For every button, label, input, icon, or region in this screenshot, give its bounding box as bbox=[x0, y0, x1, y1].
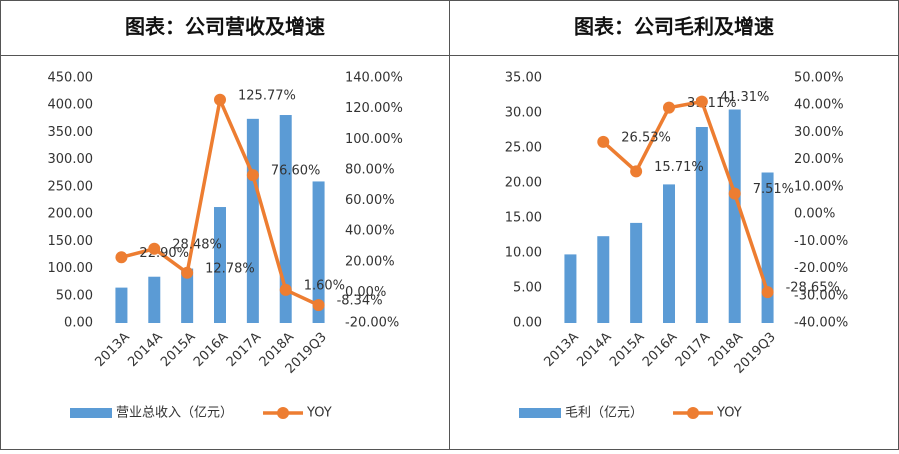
marker bbox=[279, 283, 292, 296]
bar bbox=[663, 184, 675, 323]
y2-tick-label: 50.00% bbox=[794, 71, 844, 86]
y2-tick-label: 140.00% bbox=[345, 71, 403, 86]
marker bbox=[246, 169, 259, 182]
x-tick-label: 2016A bbox=[191, 330, 231, 370]
bar bbox=[214, 207, 226, 323]
data-label: -8.34% bbox=[337, 294, 383, 309]
data-label: 76.60% bbox=[271, 164, 321, 179]
y-tick-label: 300.00 bbox=[48, 152, 94, 167]
x-tick-label: 2014A bbox=[125, 330, 165, 370]
bar bbox=[597, 236, 610, 323]
y-tick-label: 50.00 bbox=[56, 288, 93, 303]
y-tick-label: 400.00 bbox=[48, 98, 94, 113]
y-tick-label: 450.00 bbox=[48, 71, 94, 86]
legend-swatch bbox=[519, 408, 561, 418]
bar bbox=[181, 268, 194, 323]
y2-tick-label: 0.00% bbox=[794, 207, 835, 222]
y-tick-label: 0.00 bbox=[64, 316, 93, 331]
legend-swatch bbox=[277, 407, 290, 419]
bar bbox=[115, 287, 128, 323]
marker bbox=[728, 187, 741, 200]
legend-label: YOY bbox=[306, 406, 332, 421]
x-tick-label: 2015A bbox=[158, 330, 198, 370]
y2-tick-label: 10.00% bbox=[794, 179, 844, 194]
marker bbox=[148, 242, 161, 255]
y-tick-label: 35.00 bbox=[505, 71, 542, 86]
bar bbox=[728, 109, 741, 323]
y2-tick-label: 40.00% bbox=[794, 98, 844, 113]
chart-title: 图表：公司营收及增速 bbox=[125, 15, 325, 39]
y2-tick-label: 0.00% bbox=[345, 285, 386, 300]
marker bbox=[214, 93, 226, 106]
marker bbox=[597, 135, 610, 148]
y-tick-label: 20.00 bbox=[505, 176, 542, 191]
y-tick-label: 350.00 bbox=[48, 125, 94, 140]
y2-tick-label: 30.00% bbox=[794, 125, 844, 140]
y-tick-label: 25.00 bbox=[505, 141, 542, 156]
x-tick-label: 2015A bbox=[607, 330, 647, 370]
y-tick-label: 150.00 bbox=[48, 234, 94, 249]
y-tick-label: 15.00 bbox=[505, 211, 542, 226]
y2-tick-label: -10.00% bbox=[794, 234, 848, 249]
marker bbox=[312, 299, 325, 312]
bar bbox=[695, 127, 708, 323]
y2-tick-label: 120.00% bbox=[345, 101, 403, 116]
y-tick-label: 250.00 bbox=[48, 179, 94, 194]
data-label: 125.77% bbox=[238, 88, 296, 103]
y2-tick-label: -20.00% bbox=[794, 261, 848, 276]
data-label: -28.65% bbox=[786, 281, 840, 296]
data-label: 12.78% bbox=[205, 261, 255, 276]
legend-label: 营业总收入（亿元） bbox=[116, 406, 233, 421]
data-label: 26.53% bbox=[621, 130, 671, 145]
y2-tick-label: 60.00% bbox=[345, 193, 395, 208]
bar bbox=[564, 254, 577, 323]
x-tick-label: 2017A bbox=[673, 330, 713, 370]
legend-label: YOY bbox=[716, 406, 742, 421]
y2-tick-label: -30.00% bbox=[794, 288, 848, 303]
y-tick-label: 200.00 bbox=[48, 207, 94, 222]
x-tick-label: 2013A bbox=[541, 330, 581, 370]
marker bbox=[115, 251, 128, 264]
data-label: 7.51% bbox=[753, 182, 794, 197]
y-tick-label: 0.00 bbox=[513, 316, 542, 331]
y2-tick-label: 20.00% bbox=[345, 254, 395, 269]
bar bbox=[279, 115, 292, 324]
y2-tick-label: -40.00% bbox=[794, 316, 848, 331]
data-label: 41.31% bbox=[720, 90, 770, 105]
marker bbox=[761, 286, 774, 299]
y-tick-label: 10.00 bbox=[505, 246, 542, 261]
legend-label: 毛利（亿元） bbox=[565, 406, 643, 421]
y2-tick-label: 80.00% bbox=[345, 162, 395, 177]
marker bbox=[663, 101, 675, 114]
x-tick-label: 2016A bbox=[640, 330, 680, 370]
data-label: 28.48% bbox=[172, 237, 222, 252]
bar bbox=[148, 276, 161, 323]
y-tick-label: 30.00 bbox=[505, 106, 542, 121]
x-tick-label: 2017A bbox=[224, 330, 264, 370]
y2-tick-label: 100.00% bbox=[345, 132, 403, 147]
line bbox=[602, 99, 770, 293]
bar bbox=[246, 118, 259, 323]
data-label: 15.71% bbox=[654, 160, 704, 175]
x-tick-label: 2014A bbox=[574, 330, 614, 370]
chart-title: 图表：公司毛利及增速 bbox=[574, 15, 774, 39]
x-tick-label: 2013A bbox=[92, 330, 132, 370]
y2-tick-label: -20.00% bbox=[345, 316, 399, 331]
legend-swatch bbox=[687, 407, 700, 419]
y2-tick-label: 20.00% bbox=[794, 152, 844, 167]
legend-swatch bbox=[70, 408, 112, 418]
y2-tick-label: 40.00% bbox=[345, 224, 395, 239]
marker bbox=[181, 266, 194, 279]
marker bbox=[630, 165, 643, 178]
bar bbox=[312, 181, 325, 323]
marker bbox=[695, 95, 708, 108]
data-label: 1.60% bbox=[304, 278, 345, 293]
y-tick-label: 5.00 bbox=[513, 281, 542, 296]
bar bbox=[630, 222, 643, 323]
y-tick-label: 100.00 bbox=[48, 261, 94, 276]
